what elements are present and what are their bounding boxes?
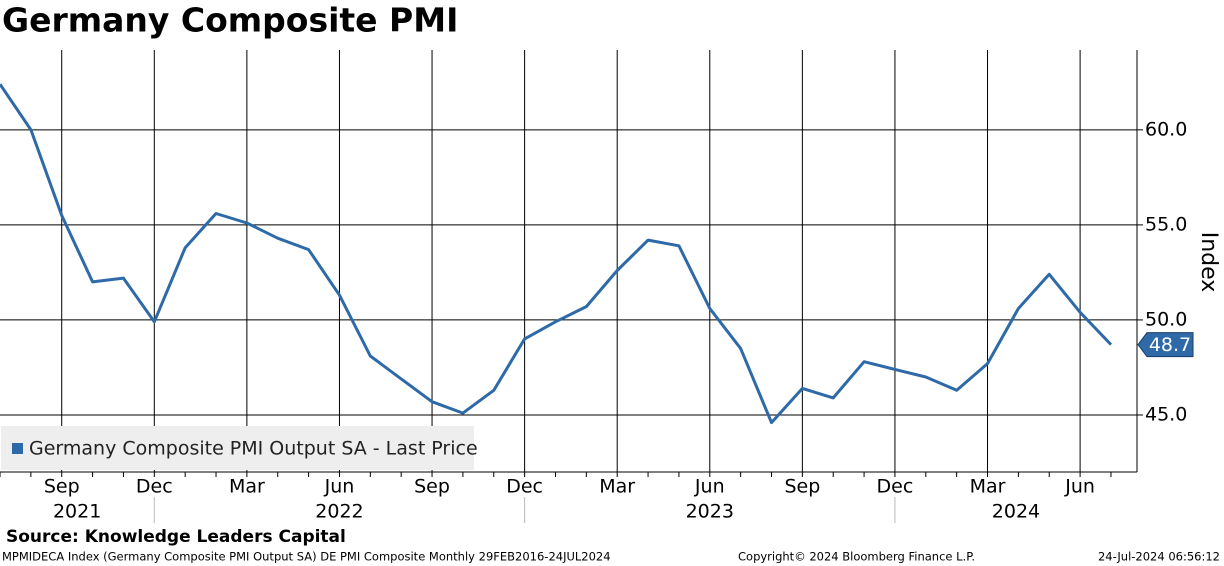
x-tick-label: Dec: [136, 476, 173, 498]
source: Source: Knowledge Leaders Capital: [6, 527, 346, 547]
x-tick-label: Sep: [44, 476, 80, 498]
legend-box: [1, 426, 474, 470]
footer-center: Copyright© 2024 Bloomberg Finance L.P.: [738, 550, 975, 564]
x-tick-label: Mar: [970, 476, 1006, 498]
x-tick-label: Dec: [877, 476, 914, 498]
x-tick-label: Dec: [506, 476, 543, 498]
x-group-label: 2022: [315, 501, 363, 523]
x-group-label: 2023: [686, 501, 734, 523]
y-tick-label: 55.0: [1145, 213, 1187, 235]
y-tick-label: 45.0: [1145, 403, 1187, 425]
y-tick-label: 50.0: [1145, 308, 1187, 330]
legend-label: Germany Composite PMI Output SA - Last P…: [29, 438, 478, 460]
x-tick-label: Jun: [324, 476, 355, 498]
footer-left: MPMIDECA Index (Germany Composite PMI Ou…: [2, 550, 611, 564]
x-group-label: 2024: [992, 501, 1040, 523]
footer-right: 24-Jul-2024 06:56:12: [1098, 550, 1220, 564]
y-tick-label: 60.0: [1145, 118, 1187, 140]
x-tick-label: Sep: [784, 476, 820, 498]
legend-swatch: [12, 443, 23, 454]
chart-title: Germany Composite PMI: [2, 1, 458, 40]
x-tick-label: Mar: [599, 476, 635, 498]
line-series: [0, 83, 1113, 425]
last-value-label: 48.7: [1149, 334, 1191, 356]
x-tick-label: Jun: [694, 476, 725, 498]
last-value-tag: [1137, 332, 1194, 358]
y-axis-label: Index: [1196, 232, 1221, 293]
x-tick-label: Jun: [1064, 476, 1095, 498]
x-group-label: 2021: [53, 501, 101, 523]
x-tick-label: Mar: [229, 476, 265, 498]
x-tick-label: Sep: [414, 476, 450, 498]
